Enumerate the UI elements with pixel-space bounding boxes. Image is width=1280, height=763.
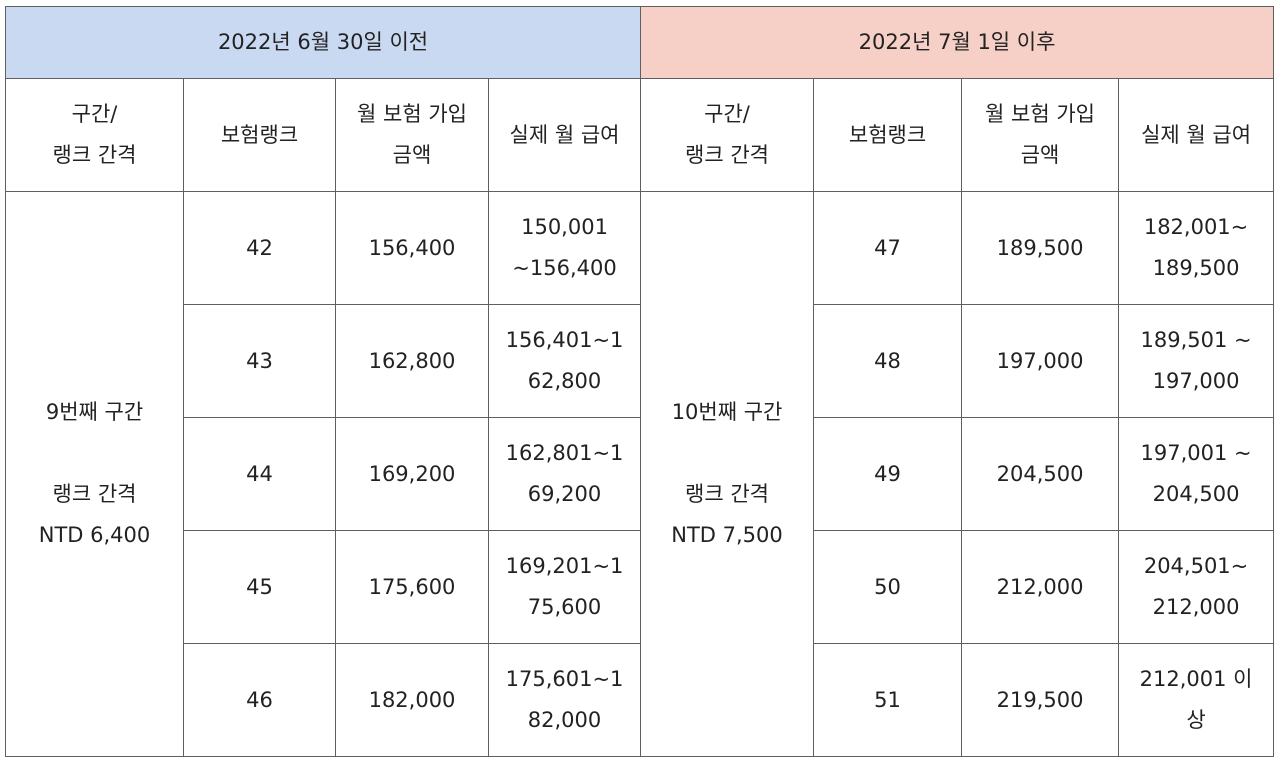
salary-range-cell: 189,501 ~ 197,000 [1118, 304, 1275, 418]
rank-cell: 47 [813, 191, 963, 305]
period-header-row: 2022년 6월 30일 이전 2022년 7월 1일 이후 [4, 6, 1275, 79]
column-header-section: 구간/ 랭크 간격 [5, 78, 184, 192]
insured-amount-cell: 156,400 [335, 191, 489, 305]
insured-amount-cell: 204,500 [961, 417, 1120, 531]
rank-cell: 48 [813, 304, 963, 418]
period-before-header: 2022년 6월 30일 이전 [4, 6, 642, 79]
insured-amount-cell: 212,000 [961, 530, 1120, 644]
column-header-insured-amount: 월 보험 가입 금액 [335, 78, 489, 192]
column-header-actual-salary: 실제 월 급여 [1118, 78, 1275, 192]
table-row: 43 162,800 156,401~1 62,800 48 197,000 1… [6, 304, 1275, 418]
table-row: 44 169,200 162,801~1 69,200 49 204,500 1… [6, 417, 1275, 531]
rank-cell: 46 [183, 643, 336, 757]
period-after-header: 2022년 7월 1일 이후 [640, 6, 1275, 79]
insured-amount-cell: 175,600 [335, 530, 489, 644]
insurance-rank-table: 2022년 6월 30일 이전 2022년 7월 1일 이후 구간/ 랭크 간격… [4, 6, 1275, 757]
section-before-cell: 9번째 구간 랭크 간격 NTD 6,400 [5, 191, 184, 757]
table-row: 9번째 구간 랭크 간격 NTD 6,400 42 156,400 150,00… [5, 191, 1275, 757]
column-header-row: 구간/ 랭크 간격 보험랭크 월 보험 가입 금액 실제 월 급여 구간/ 랭크… [5, 78, 1275, 192]
insured-amount-cell: 169,200 [335, 417, 489, 531]
salary-range-cell: 162,801~1 69,200 [487, 417, 642, 531]
rank-cell: 49 [813, 417, 963, 531]
rank-cell: 42 [183, 191, 336, 305]
salary-range-cell: 182,001~ 189,500 [1118, 191, 1275, 305]
column-header-rank: 보험랭크 [183, 78, 336, 192]
rank-cell: 51 [813, 643, 963, 757]
salary-range-cell: 169,201~1 75,600 [487, 530, 642, 644]
salary-range-cell: 175,601~1 82,000 [487, 643, 642, 757]
column-header-actual-salary: 실제 월 급여 [487, 78, 642, 192]
rank-cell: 50 [813, 530, 963, 644]
rank-cell: 45 [183, 530, 336, 644]
column-header-rank: 보험랭크 [813, 78, 963, 192]
column-header-insured-amount: 월 보험 가입 금액 [961, 78, 1120, 192]
insured-amount-cell: 219,500 [961, 643, 1120, 757]
rank-cell: 44 [183, 417, 336, 531]
insured-amount-cell: 189,500 [961, 191, 1120, 305]
salary-range-cell: 212,001 이 상 [1118, 643, 1275, 757]
insured-amount-cell: 162,800 [335, 304, 489, 418]
insured-amount-cell: 182,000 [335, 643, 489, 757]
rank-cell: 43 [183, 304, 336, 418]
salary-range-cell: 150,001 ~156,400 [487, 191, 642, 305]
table-row: 45 175,600 169,201~1 75,600 50 212,000 2… [6, 530, 1275, 644]
column-header-section: 구간/ 랭크 간격 [640, 78, 815, 192]
insured-amount-cell: 197,000 [961, 304, 1120, 418]
salary-range-cell: 197,001 ~ 204,500 [1118, 417, 1275, 531]
table-row: 46 182,000 175,601~1 82,000 51 219,500 2… [6, 643, 1275, 757]
salary-range-cell: 156,401~1 62,800 [487, 304, 642, 418]
section-after-cell: 10번째 구간 랭크 간격 NTD 7,500 [640, 191, 815, 757]
salary-range-cell: 204,501~ 212,000 [1118, 530, 1275, 644]
